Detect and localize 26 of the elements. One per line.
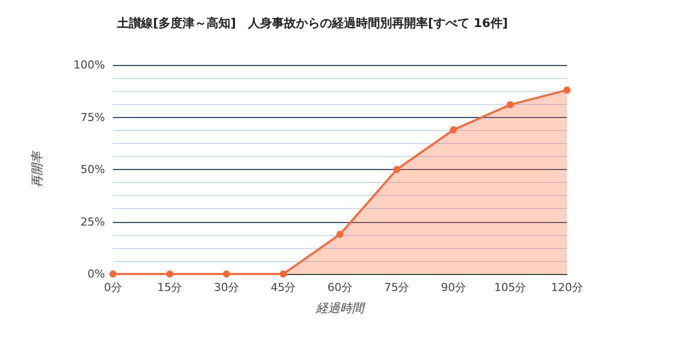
y-tick-label: 75% bbox=[80, 110, 105, 124]
x-tick-label: 105分 bbox=[494, 281, 526, 294]
x-tick-label: 75分 bbox=[384, 281, 410, 294]
point bbox=[506, 101, 514, 108]
point bbox=[393, 166, 400, 173]
point bbox=[450, 126, 457, 134]
y-tick-label: 50% bbox=[80, 163, 105, 176]
x-tick-label: 120分 bbox=[551, 281, 583, 294]
x-tick-label: 45分 bbox=[270, 281, 296, 294]
chart-title: 土讃線[多度津～高知] 人身事故からの経過時間別再開率[すべて 16件] bbox=[116, 16, 508, 30]
point bbox=[110, 270, 116, 278]
point bbox=[280, 270, 287, 278]
x-tick-label: 90分 bbox=[441, 281, 466, 294]
y-tick-label: 0% bbox=[88, 268, 105, 280]
point bbox=[223, 270, 230, 278]
x-tick-label: 30分 bbox=[214, 281, 239, 294]
y-axis-title: 再開率 bbox=[30, 150, 44, 188]
x-axis-title: 経過時間 bbox=[315, 301, 366, 315]
point bbox=[166, 270, 174, 278]
point bbox=[336, 230, 344, 238]
point bbox=[564, 86, 570, 94]
x-tick-label: 15分 bbox=[157, 281, 182, 294]
y-tick-label: 100% bbox=[74, 58, 105, 72]
y-tick-label: 25% bbox=[80, 215, 105, 228]
x-tick-label: 60分 bbox=[328, 281, 352, 294]
x-tick-label: 0分 bbox=[104, 281, 122, 294]
